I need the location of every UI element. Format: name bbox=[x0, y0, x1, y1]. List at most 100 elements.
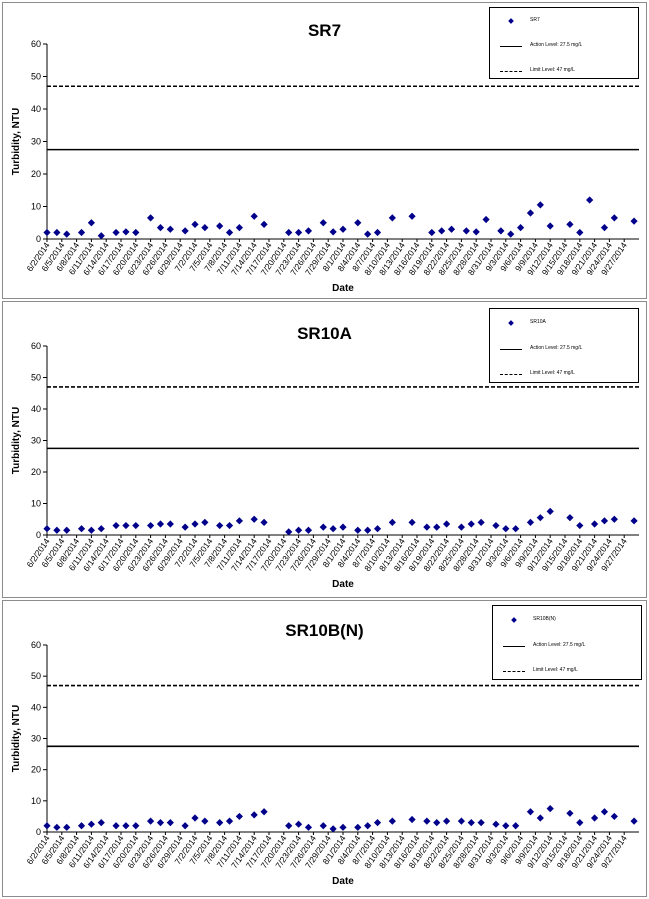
chart-title: SR10B(N) bbox=[285, 621, 364, 640]
data-point bbox=[600, 517, 609, 525]
chart-title: SR10A bbox=[297, 324, 352, 343]
legend-dashed-line bbox=[500, 374, 522, 375]
data-point bbox=[329, 525, 337, 533]
data-point bbox=[566, 220, 574, 228]
data-point bbox=[502, 822, 510, 830]
data-point bbox=[526, 518, 535, 526]
data-point bbox=[97, 232, 105, 240]
legend-action-label: Action Level: 27.5 mg/L bbox=[530, 42, 583, 48]
data-point bbox=[576, 228, 584, 237]
data-point bbox=[546, 805, 554, 813]
y-tick-label: 50 bbox=[31, 671, 41, 681]
data-point bbox=[507, 230, 515, 238]
data-point bbox=[497, 227, 505, 235]
y-tick-label: 40 bbox=[31, 702, 41, 712]
data-point bbox=[147, 214, 155, 222]
data-point bbox=[566, 514, 574, 522]
data-point bbox=[457, 523, 465, 531]
data-point bbox=[457, 817, 465, 825]
data-point bbox=[388, 518, 396, 526]
data-point bbox=[364, 822, 372, 830]
data-point bbox=[260, 808, 268, 816]
data-point bbox=[156, 224, 165, 232]
y-tick-label: 20 bbox=[31, 765, 41, 775]
data-point bbox=[216, 521, 224, 530]
data-point bbox=[250, 212, 258, 220]
data-point bbox=[191, 814, 199, 822]
data-point bbox=[201, 817, 209, 825]
data-point bbox=[260, 518, 268, 526]
data-point bbox=[586, 196, 594, 204]
data-point bbox=[364, 230, 372, 238]
data-point bbox=[472, 228, 480, 236]
data-point bbox=[295, 228, 303, 237]
data-point bbox=[201, 224, 209, 232]
data-point bbox=[477, 819, 485, 827]
chart-panel-sr10a: SR10A 0 10 20 30 40 50 60 Turbidity, NTU 6/2/201… bbox=[2, 301, 647, 598]
data-point bbox=[339, 225, 347, 233]
y-tick-label: 10 bbox=[31, 796, 41, 806]
data-point bbox=[191, 220, 199, 228]
data-point bbox=[329, 825, 337, 833]
data-point bbox=[428, 228, 436, 237]
data-point bbox=[97, 525, 105, 533]
data-point bbox=[423, 523, 431, 531]
legend-series-label: SR7 bbox=[530, 17, 540, 23]
data-point bbox=[591, 814, 599, 822]
data-point bbox=[526, 808, 535, 816]
data-point bbox=[408, 518, 416, 526]
legend: SR10B(N) Action Level: 27.5 mg/L Limit L… bbox=[492, 605, 642, 680]
y-tick-label: 40 bbox=[31, 404, 41, 414]
data-point bbox=[53, 228, 61, 237]
data-point bbox=[630, 217, 638, 225]
data-point bbox=[408, 212, 416, 220]
y-tick-label: 50 bbox=[31, 72, 41, 82]
data-point bbox=[546, 222, 554, 230]
data-point bbox=[225, 228, 234, 237]
data-point bbox=[147, 521, 155, 530]
data-point bbox=[630, 817, 638, 825]
legend-series-label: SR10B(N) bbox=[533, 616, 556, 622]
x-axis-label: Date bbox=[332, 283, 354, 294]
legend-limit-label: Limit Level: 47 mg/L bbox=[533, 667, 578, 673]
data-point bbox=[492, 820, 500, 828]
chart-panel-sr10b: SR10B(N) 0 10 20 30 40 50 60 Turbidity, NTU 6/2/… bbox=[2, 600, 647, 897]
y-tick-label: 60 bbox=[31, 640, 41, 650]
data-point bbox=[250, 515, 258, 523]
chart-title: SR7 bbox=[307, 21, 342, 40]
x-axis-label: Date bbox=[332, 876, 354, 887]
data-point bbox=[43, 228, 51, 237]
data-point bbox=[53, 823, 61, 831]
data-point bbox=[191, 520, 199, 528]
y-tick-label: 10 bbox=[31, 499, 41, 509]
data-point bbox=[225, 817, 234, 825]
data-point bbox=[235, 224, 243, 232]
y-axis-label: Turbidity, NTU bbox=[11, 108, 22, 175]
data-point bbox=[600, 224, 609, 232]
data-point bbox=[77, 525, 86, 533]
data-point bbox=[181, 227, 189, 235]
data-point bbox=[319, 523, 327, 531]
data-point bbox=[304, 526, 313, 534]
data-point bbox=[447, 225, 456, 233]
y-tick-label: 30 bbox=[31, 436, 41, 446]
data-point bbox=[536, 514, 544, 522]
legend: SR10A Action Level: 27.5 mg/L Limit Leve… bbox=[489, 308, 639, 383]
y-tick-label: 0 bbox=[36, 827, 41, 837]
data-point bbox=[97, 819, 105, 827]
y-tick-label: 30 bbox=[31, 734, 41, 744]
legend-dashed-line bbox=[503, 671, 525, 672]
data-point bbox=[443, 817, 451, 825]
data-point bbox=[166, 225, 174, 233]
data-point bbox=[77, 822, 86, 830]
legend-marker-diamond bbox=[508, 320, 514, 326]
data-point bbox=[576, 819, 584, 827]
y-tick-label: 20 bbox=[31, 169, 41, 179]
data-point bbox=[201, 518, 209, 526]
y-tick-label: 40 bbox=[31, 104, 41, 114]
data-point bbox=[600, 808, 609, 816]
legend-action-label: Action Level: 27.5 mg/L bbox=[533, 642, 586, 648]
data-point bbox=[354, 219, 362, 227]
data-point bbox=[43, 525, 51, 533]
data-point bbox=[388, 817, 396, 825]
